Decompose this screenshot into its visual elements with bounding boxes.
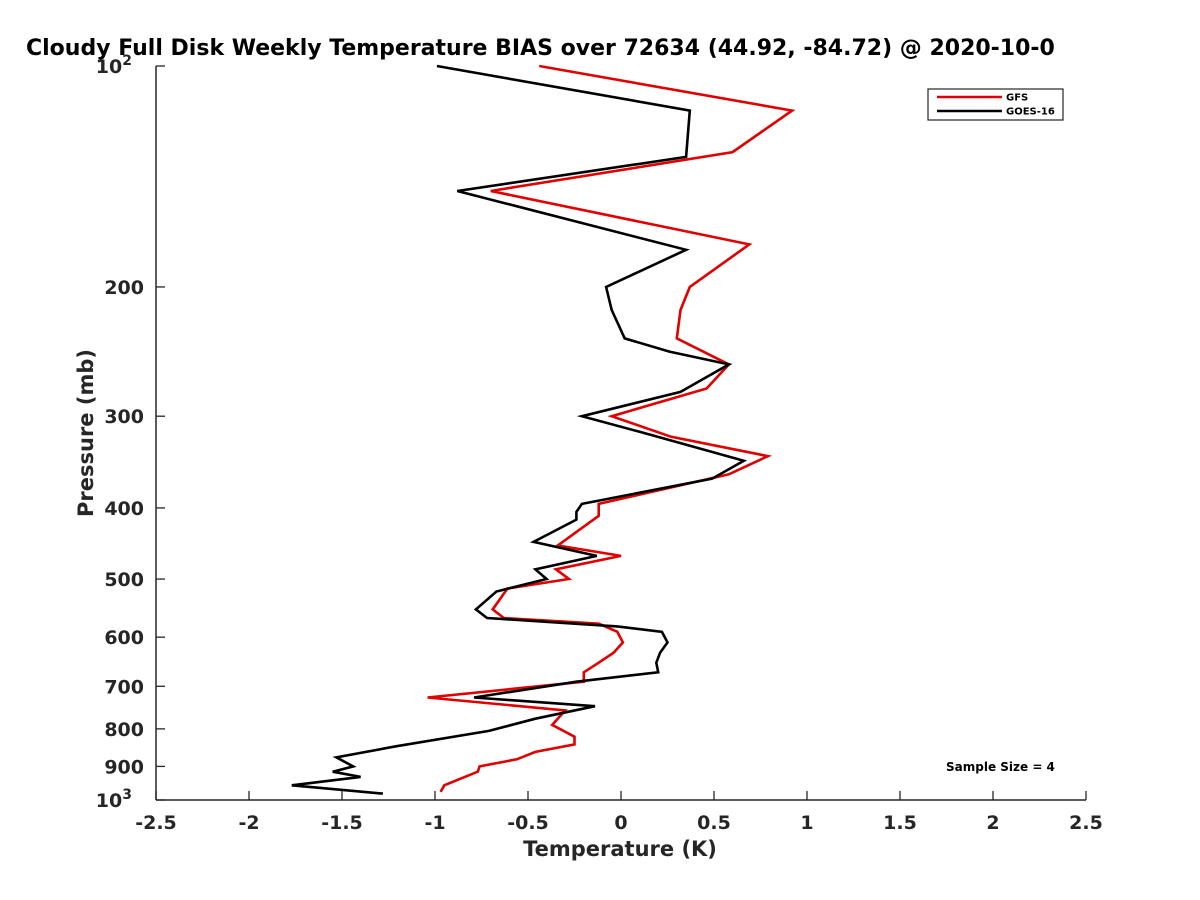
y-tick-label: 900 (104, 756, 144, 778)
sample-size-annotation: Sample Size = 4 (946, 760, 1055, 774)
x-tick-label: 2 (986, 812, 999, 834)
y-tick-label: 200 (104, 277, 144, 299)
x-tick-label: 0 (614, 812, 627, 834)
legend-entry-label: GOES-16 (1006, 107, 1055, 118)
chart-title: Cloudy Full Disk Weekly Temperature BIAS… (26, 36, 1055, 61)
plot-series (291, 64, 796, 795)
x-axis-ticks: -2.5 -2 -1.5 -1 -0.5 0 0.5 1 1.5 2 2.5 (135, 791, 1103, 834)
x-axis-label: Temperature (K) (523, 837, 717, 861)
x-tick-label: -0.5 (507, 812, 549, 834)
y-tick-label: 400 (104, 498, 144, 520)
x-tick-label: 0.5 (697, 812, 731, 834)
legend: GFS GOES-16 (927, 88, 1064, 121)
x-tick-label: -1.5 (321, 812, 363, 834)
y-tick-label: 800 (104, 719, 144, 741)
x-tick-label: -2 (238, 812, 259, 834)
x-tick-label: 1 (800, 812, 813, 834)
x-tick-label: -2.5 (135, 812, 177, 834)
x-tick-label: 1.5 (883, 812, 917, 834)
y-axis-ticks: 102 200 300 400 500 600 700 800 900 103 (96, 53, 165, 812)
y-tick-label: 103 (96, 787, 132, 812)
y-tick-label: 102 (96, 53, 132, 78)
y-tick-label: 300 (104, 406, 144, 428)
y-tick-label: 700 (104, 676, 144, 698)
y-axis-label: Pressure (mb) (74, 349, 98, 517)
y-tick-label: 500 (104, 569, 144, 591)
legend-entry-label: GFS (1006, 93, 1028, 104)
series-line-goes-16 (291, 64, 748, 795)
x-tick-label: 2.5 (1069, 812, 1103, 834)
x-tick-label: -1 (424, 812, 445, 834)
legend-box (927, 88, 1064, 121)
y-tick-label: 600 (104, 627, 144, 649)
